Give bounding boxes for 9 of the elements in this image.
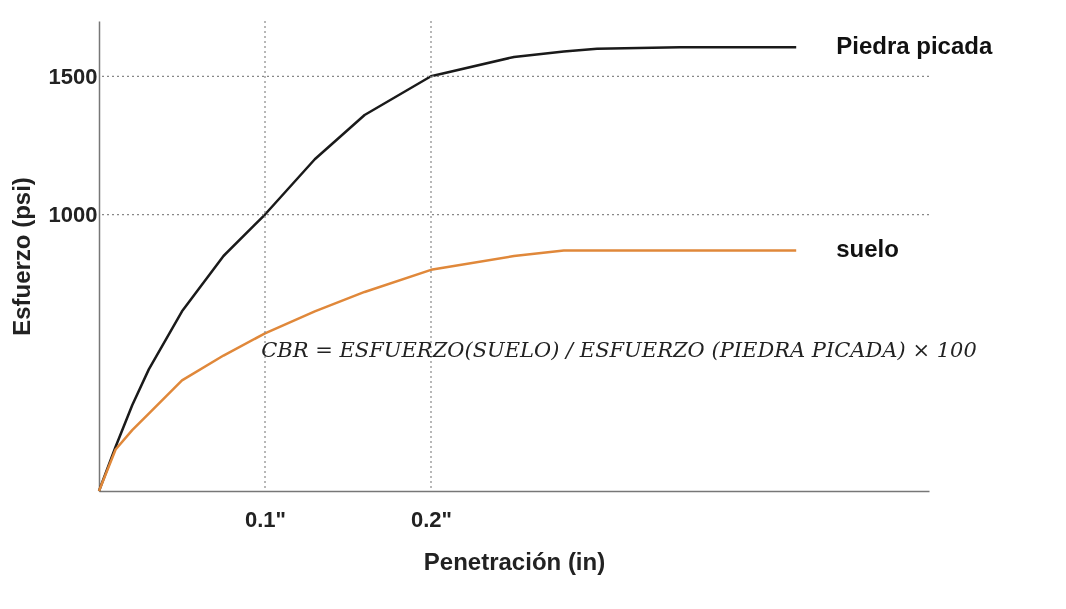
x-tick-label: 0.1": [244, 506, 287, 532]
y-tick-label: 1500: [48, 63, 98, 89]
y-axis-title: Esfuerzo (psi): [7, 177, 35, 336]
series-label: suelo: [836, 235, 899, 263]
x-axis-title: Penetración (in): [423, 547, 606, 575]
y-tick-label: 1000: [48, 202, 98, 228]
annotation: CBR = ESFUERZO(SUELO) / ESFUERZO (PIEDRA PICADA) × 100: [261, 338, 977, 362]
series-label: Piedra picada: [836, 32, 993, 60]
x-tick-label: 0.2": [410, 506, 453, 532]
